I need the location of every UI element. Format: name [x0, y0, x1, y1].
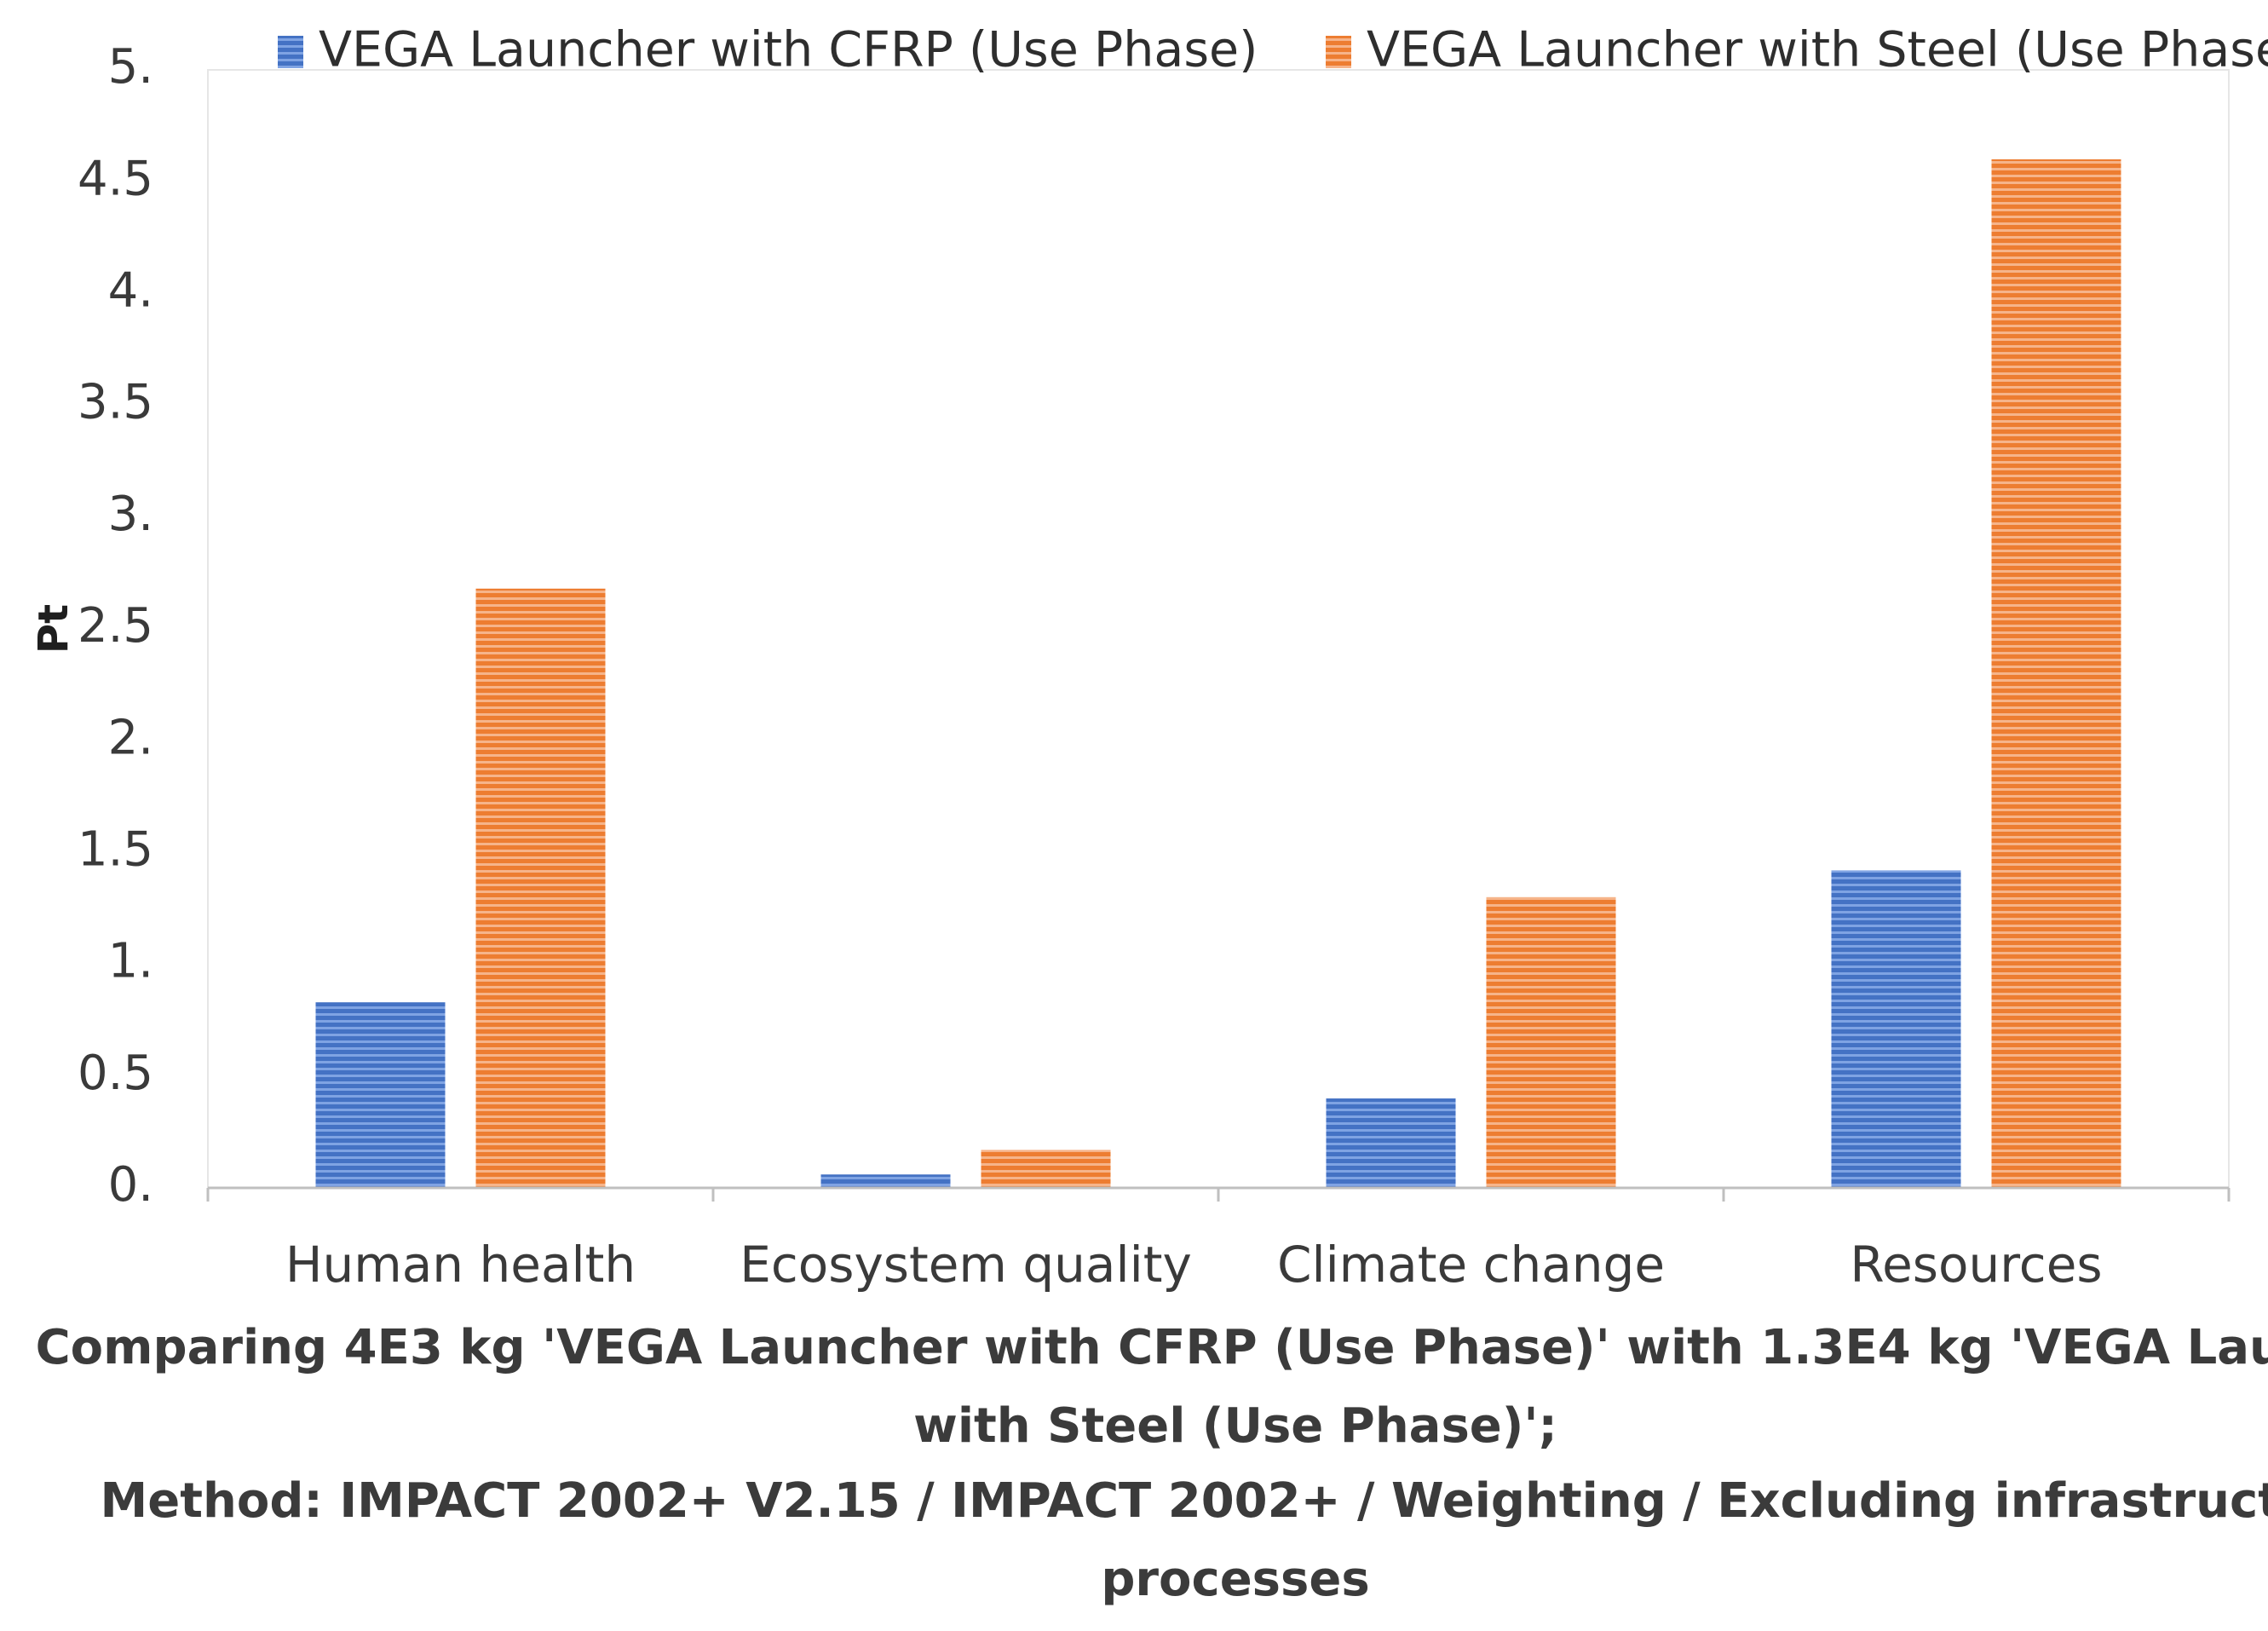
legend-label-cfrp: VEGA Launcher with CFRP (Use Phase)	[319, 22, 1258, 78]
caption-line-3: Method: IMPACT 2002+ V2.15 / IMPACT 2002…	[101, 1473, 2268, 1529]
y-tick-label: 3.5	[78, 375, 153, 430]
x-axis	[206, 1186, 2231, 1202]
legend-label-steel: VEGA Launcher with Steel (Use Phase)	[1367, 22, 2268, 78]
bar-steel-ecosystem-quality	[981, 1150, 1111, 1188]
y-tick-label: 3.	[108, 487, 153, 542]
y-axis-ticks: 0. 0.5 1. 1.5 2. 2.5 3. 3.5 4. 4.5 5.	[78, 39, 153, 1213]
x-category-label: Ecosystem quality	[740, 1236, 1192, 1294]
caption-line-2: with Steel (Use Phase)';	[913, 1398, 1557, 1454]
bar-steel-climate-change	[1486, 896, 1616, 1188]
legend-item-cfrp: VEGA Launcher with CFRP (Use Phase)	[278, 22, 1258, 78]
legend: VEGA Launcher with CFRP (Use Phase) VEGA…	[278, 22, 2268, 78]
legend-swatch-steel	[1326, 36, 1351, 68]
bar-cfrp-human-health	[315, 1002, 446, 1188]
y-tick-label: 5.	[108, 39, 153, 95]
y-tick-label: 0.5	[78, 1046, 153, 1101]
x-category-label: Climate change	[1277, 1236, 1665, 1294]
x-axis-title: Comparing 4E3 kg 'VEGA Launcher with CFR…	[36, 1320, 2268, 1607]
y-tick-label: 0.	[108, 1157, 153, 1213]
bar-steel-resources	[1991, 158, 2121, 1189]
caption-line-4: processes	[1101, 1552, 1369, 1607]
y-tick-label: 2.	[108, 710, 153, 765]
y-axis-label: Pt	[30, 604, 78, 654]
legend-item-steel: VEGA Launcher with Steel (Use Phase)	[1326, 22, 2268, 78]
bar-cfrp-climate-change	[1326, 1098, 1456, 1188]
caption-line-1: Comparing 4E3 kg 'VEGA Launcher with CFR…	[36, 1320, 2268, 1375]
y-tick-label: 1.	[108, 934, 153, 989]
x-category-label: Human health	[285, 1236, 636, 1294]
y-tick-label: 2.5	[78, 598, 153, 654]
bar-cfrp-resources	[1831, 870, 1961, 1188]
bar-steel-human-health	[475, 588, 606, 1188]
bars-layer	[315, 158, 2121, 1189]
y-tick-label: 4.5	[78, 151, 153, 206]
legend-swatch-cfrp	[278, 36, 303, 68]
bar-cfrp-ecosystem-quality	[820, 1174, 951, 1188]
y-tick-label: 4.	[108, 263, 153, 319]
x-axis-categories: Human health Ecosystem quality Climate cha…	[285, 1236, 2103, 1294]
x-category-label: Resources	[1850, 1236, 2102, 1294]
y-tick-label: 1.5	[78, 822, 153, 878]
